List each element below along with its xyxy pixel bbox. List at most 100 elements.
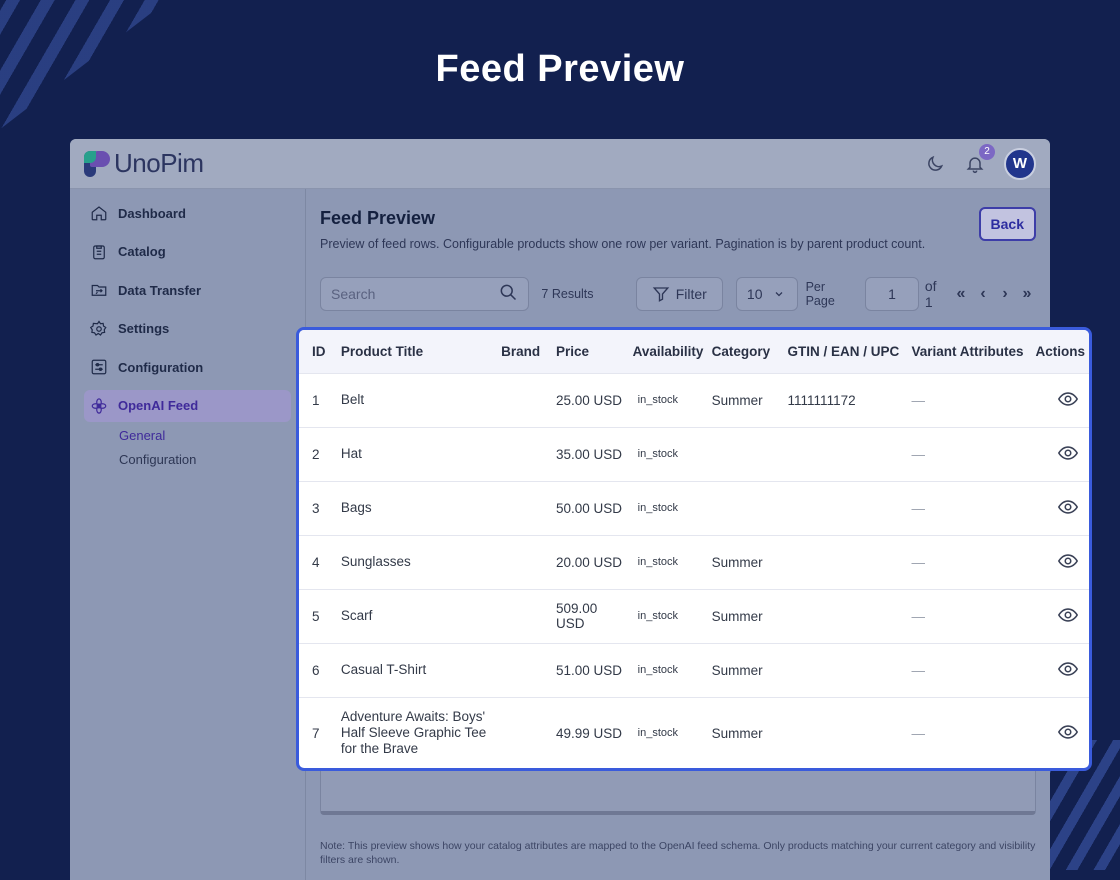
cell-category: Summer (711, 608, 763, 624)
logo[interactable]: UnoPim (84, 148, 204, 179)
sidebar-item-settings[interactable]: Settings (84, 313, 291, 345)
search-input[interactable] (331, 286, 481, 302)
cell-product-title: Scarf (340, 608, 373, 623)
sidebar: Dashboard Catalog Data Transfer Settings… (70, 189, 306, 880)
cell-category (708, 427, 784, 481)
column-header-category[interactable]: Category (711, 343, 771, 359)
cell-price: 50.00 USD (555, 500, 623, 516)
cell-brand (497, 427, 552, 481)
view-eye-icon[interactable] (1057, 442, 1079, 464)
notification-badge: 2 (979, 143, 995, 160)
cell-availability: in_stock (637, 556, 679, 568)
column-header-actions: Actions (1035, 343, 1085, 359)
next-page-icon[interactable]: › (1002, 285, 1008, 302)
sidebar-item-configuration[interactable]: Configuration (84, 351, 291, 383)
cell-product-title: Belt (340, 392, 365, 407)
cell-brand (497, 373, 552, 427)
sidebar-item-label: Catalog (118, 244, 166, 259)
view-eye-icon[interactable] (1057, 604, 1079, 626)
column-header-price[interactable]: Price (555, 343, 590, 359)
cell-brand (497, 481, 552, 535)
folder-transfer-icon (91, 284, 107, 296)
search-icon[interactable] (498, 282, 518, 307)
gear-icon (90, 319, 107, 336)
cell-price: 25.00 USD (555, 392, 623, 408)
sidebar-subitem-configuration[interactable]: Configuration (119, 452, 197, 467)
cell-availability: in_stock (637, 664, 679, 676)
cell-brand (497, 697, 552, 768)
per-page-select[interactable]: 10 (735, 277, 798, 311)
cell-actions (1031, 481, 1089, 535)
view-eye-icon[interactable] (1057, 550, 1079, 572)
cell-category: Summer (711, 725, 763, 741)
prev-page-icon[interactable]: ‹ (980, 285, 986, 302)
cell-price: 20.00 USD (555, 554, 623, 570)
cell-gtin: 1111111172 (787, 392, 856, 408)
cell-category: Summer (711, 392, 763, 408)
cell-id: 3 (312, 500, 320, 516)
view-eye-icon[interactable] (1057, 721, 1079, 743)
column-header-gtin[interactable]: GTIN / EAN / UPC (787, 343, 900, 359)
column-header-variant-attributes[interactable]: Variant Attributes (911, 343, 1024, 359)
cell-availability: in_stock (637, 394, 679, 406)
cell-product-title: Bags (340, 500, 372, 515)
logo-text: UnoPim (114, 148, 204, 178)
sidebar-item-label: OpenAI Feed (118, 398, 199, 413)
logo-icon (84, 150, 110, 177)
view-eye-icon[interactable] (1057, 388, 1079, 410)
cell-product-title: Hat (340, 446, 362, 461)
cell-price: 509.00 USD (555, 601, 598, 631)
cell-availability: in_stock (637, 727, 679, 740)
cell-id: 6 (312, 662, 320, 678)
sidebar-item-label: Data Transfer (118, 282, 202, 298)
table-row: 2 Hat 35.00 USD in_stock — (299, 427, 1089, 481)
last-page-icon[interactable]: » (1022, 285, 1032, 302)
column-header-id[interactable]: ID (312, 343, 326, 359)
view-eye-icon[interactable] (1057, 496, 1079, 518)
cell-actions (1031, 535, 1089, 589)
table-row: 4 Sunglasses 20.00 USD in_stock Summer — (299, 535, 1089, 589)
results-count: 7 Results (541, 287, 594, 301)
cell-id: 4 (312, 554, 320, 570)
avatar[interactable]: W (1004, 147, 1036, 180)
cell-id: 2 (312, 446, 320, 462)
cell-gtin (784, 643, 908, 697)
column-header-product-title[interactable]: Product Title (340, 343, 424, 359)
footnote: Note: This preview shows how your catalo… (320, 840, 1036, 866)
cell-gtin (784, 697, 908, 768)
cell-variant-attributes: — (911, 725, 925, 741)
table-header-row: ID Product Title Brand Price Availabilit… (299, 330, 1089, 373)
column-header-brand[interactable]: Brand (501, 343, 541, 359)
cell-category: Summer (711, 662, 763, 678)
sidebar-item-dashboard[interactable]: Dashboard (84, 197, 291, 229)
sliders-icon (91, 359, 107, 375)
page-number-input[interactable]: 1 (865, 277, 919, 311)
view-eye-icon[interactable] (1057, 658, 1079, 680)
table-row: 7 Adventure Awaits: Boys' Half Sleeve Gra… (299, 697, 1089, 768)
cell-category: Summer (711, 554, 763, 570)
first-page-icon[interactable]: « (956, 285, 966, 302)
sidebar-item-label: Configuration (118, 359, 204, 375)
notification-bell-icon[interactable]: 2 (964, 143, 995, 175)
sidebar-item-catalog[interactable]: Catalog (84, 236, 291, 268)
sidebar-item-data-transfer[interactable]: Data Transfer (84, 274, 291, 306)
table-row: 6 Casual T-Shirt 51.00 USD in_stock Summer — (299, 643, 1089, 697)
page-description: Preview of feed rows. Configurable produ… (320, 237, 926, 251)
table-body: 1 Belt 25.00 USD in_stock Summer 1111111172—2… (299, 373, 1089, 768)
per-page-value: 10 (746, 286, 763, 302)
filter-icon (652, 287, 669, 302)
cell-price: 49.99 USD (555, 725, 623, 741)
dark-mode-icon[interactable] (924, 153, 946, 175)
back-button[interactable]: Back (978, 207, 1036, 241)
filter-button[interactable]: Filter (635, 277, 723, 311)
headline: Feed Preview (435, 48, 685, 90)
cell-availability: in_stock (637, 448, 679, 460)
sidebar-subitem-general[interactable]: General (119, 428, 166, 443)
cell-actions (1031, 589, 1089, 643)
feed-preview-table: ID Product Title Brand Price Availabilit… (299, 330, 1089, 768)
sidebar-item-openai-feed[interactable]: OpenAI Feed (84, 389, 291, 422)
cell-price: 51.00 USD (555, 662, 623, 678)
column-header-availability[interactable]: Availability (632, 343, 704, 359)
table-row: 1 Belt 25.00 USD in_stock Summer 1111111172 — (299, 373, 1089, 427)
cell-variant-attributes: — (911, 662, 925, 678)
